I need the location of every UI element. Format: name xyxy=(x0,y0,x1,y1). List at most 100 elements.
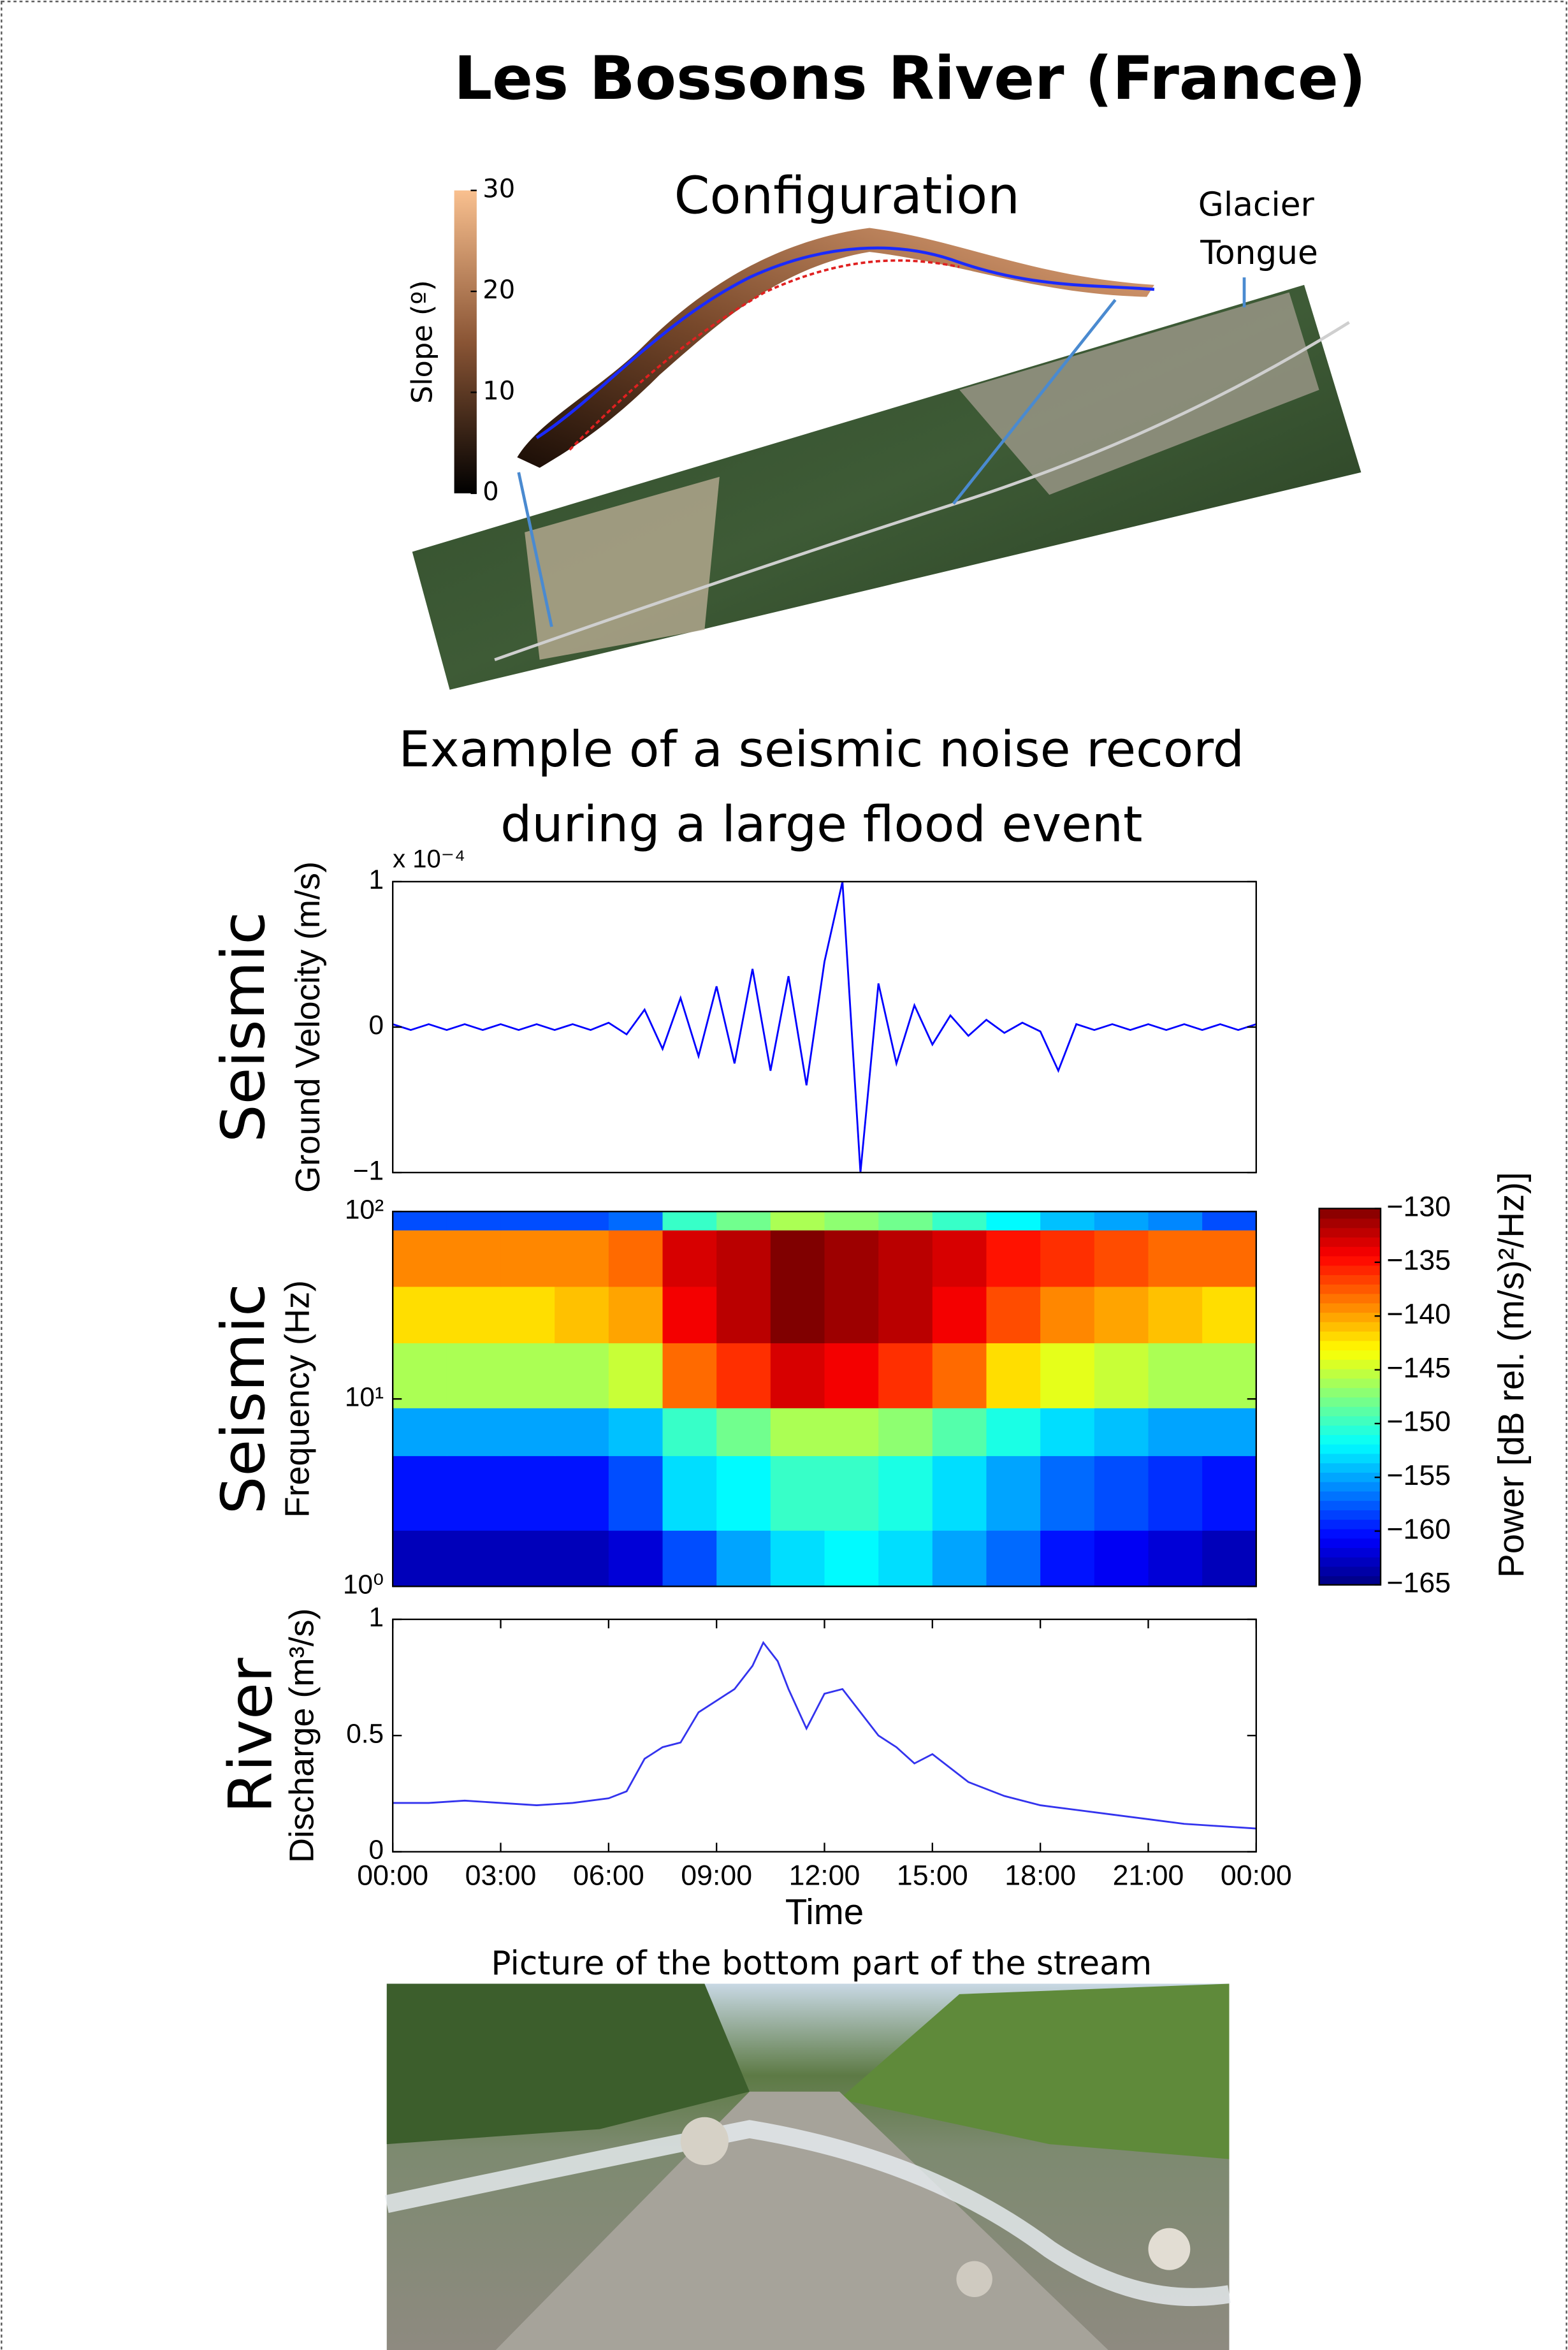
heat-cell xyxy=(1094,1229,1149,1287)
heat-cell xyxy=(986,1529,1042,1587)
heat-cell xyxy=(1040,1407,1096,1456)
heat-cell xyxy=(1202,1342,1257,1408)
heat-cell xyxy=(500,1342,556,1408)
colorbar-tick-label: −145 xyxy=(1386,1352,1451,1383)
colorbar-segment xyxy=(1319,1303,1381,1313)
colorbar-segment xyxy=(1319,1538,1381,1549)
heat-cell xyxy=(393,1286,448,1343)
y-tick-label: −1 xyxy=(353,1155,384,1185)
colorbar-segment xyxy=(1319,1208,1381,1219)
colorbar-frame xyxy=(1318,1208,1382,1586)
heat-cell xyxy=(662,1229,718,1287)
colorbar-segment xyxy=(1319,1500,1381,1510)
heat-cell xyxy=(1148,1407,1203,1456)
heat-cell xyxy=(986,1286,1042,1343)
heat-cell xyxy=(770,1529,825,1587)
x-tick-label: 00:00 xyxy=(1221,1860,1292,1891)
heat-cell xyxy=(932,1286,987,1343)
colorbar-segment xyxy=(1319,1378,1381,1389)
colorbar-segment xyxy=(1319,1265,1381,1276)
colorbar-segment xyxy=(1319,1283,1381,1294)
y-tick-label: 10¹ xyxy=(345,1382,384,1412)
heat-cell xyxy=(986,1455,1042,1531)
colorbar-segment xyxy=(1319,1509,1381,1520)
heat-cell xyxy=(555,1455,610,1531)
heat-cell xyxy=(500,1407,556,1456)
colorbar-segment xyxy=(1319,1227,1381,1238)
heat-cell xyxy=(1094,1529,1149,1587)
colorbar-segment xyxy=(1319,1415,1381,1426)
x-tick-label: 15:00 xyxy=(897,1860,968,1891)
heat-cell xyxy=(555,1229,610,1287)
heat-cell xyxy=(878,1407,934,1456)
heat-cell xyxy=(1040,1286,1096,1343)
heat-cell xyxy=(1094,1211,1149,1230)
colorbar-tick-label: −155 xyxy=(1386,1460,1451,1491)
colorbar-segment xyxy=(1319,1556,1381,1567)
heat-cell xyxy=(555,1211,610,1230)
colorbar-tick-label: 30 xyxy=(483,175,515,204)
heat-cell xyxy=(393,1407,448,1456)
colorbar-segment xyxy=(1319,1349,1381,1360)
heat-cell xyxy=(770,1455,825,1531)
colorbar-segment xyxy=(1319,1528,1381,1539)
data-line xyxy=(393,1640,1256,1830)
heat-cell xyxy=(932,1211,987,1230)
heat-cell xyxy=(986,1342,1042,1408)
colorbar-segment xyxy=(1319,1236,1381,1247)
heat-cell xyxy=(393,1342,448,1408)
heat-cell xyxy=(986,1407,1042,1456)
section-title: Example of a seismic noise record xyxy=(399,721,1244,778)
colorbar-segment xyxy=(1319,1491,1381,1501)
heat-cell xyxy=(662,1286,718,1343)
heat-cell xyxy=(1148,1286,1203,1343)
colorbar-tick-label: −140 xyxy=(1386,1299,1451,1330)
colorbar-segment xyxy=(1319,1575,1381,1586)
y-tick-label: 0 xyxy=(369,1010,384,1040)
heat-cell xyxy=(1094,1407,1149,1456)
terrain-map xyxy=(412,228,1361,690)
colorbar-tick-label: 20 xyxy=(483,275,515,305)
page-title: Les Bossons River (France) xyxy=(454,44,1366,113)
heat-cell xyxy=(662,1211,718,1230)
colorbar-segment xyxy=(1319,1519,1381,1529)
colorbar-segment xyxy=(1319,1246,1381,1257)
heat-cell xyxy=(824,1529,880,1587)
heat-cell xyxy=(393,1211,448,1230)
heat-cell xyxy=(716,1342,772,1408)
heat-cell xyxy=(878,1286,934,1343)
x-tick-label: 12:00 xyxy=(789,1860,860,1891)
heat-cell xyxy=(393,1455,448,1531)
heat-cell xyxy=(1202,1407,1257,1456)
heat-cell xyxy=(1148,1529,1203,1587)
side-label: River xyxy=(217,1658,286,1813)
colorbar-tick-label: −135 xyxy=(1386,1245,1451,1276)
heat-cell xyxy=(716,1529,772,1587)
heat-cell xyxy=(555,1286,610,1343)
side-label: Seismic xyxy=(209,1283,279,1514)
axis-multiplier: x 10⁻⁴ xyxy=(393,845,465,873)
heat-cell xyxy=(1148,1211,1203,1230)
colorbar-segment xyxy=(1319,1434,1381,1445)
heat-cell xyxy=(608,1211,664,1230)
heat-cell xyxy=(1148,1455,1203,1531)
heat-cell xyxy=(986,1211,1042,1230)
heat-cell xyxy=(824,1407,880,1456)
section-title: during a large flood event xyxy=(500,796,1142,854)
heat-cell xyxy=(932,1407,987,1456)
colorbar-tick-label: 10 xyxy=(483,376,515,405)
heat-cell xyxy=(770,1342,825,1408)
y-axis-label: Discharge (m³/s) xyxy=(283,1608,321,1863)
x-tick-label: 03:00 xyxy=(465,1860,537,1891)
colorbar-segment xyxy=(1319,1547,1381,1558)
colorbar-tick-label: −130 xyxy=(1386,1191,1451,1222)
plot-frame xyxy=(392,880,1257,1174)
heat-cell xyxy=(1148,1342,1203,1408)
y-axis-label: Ground Velocity (m/s) xyxy=(289,861,327,1193)
photo-caption: Picture of the bottom part of the stream xyxy=(491,1945,1152,1983)
config-title: Configuration xyxy=(674,166,1020,226)
heat-cell xyxy=(608,1529,664,1587)
